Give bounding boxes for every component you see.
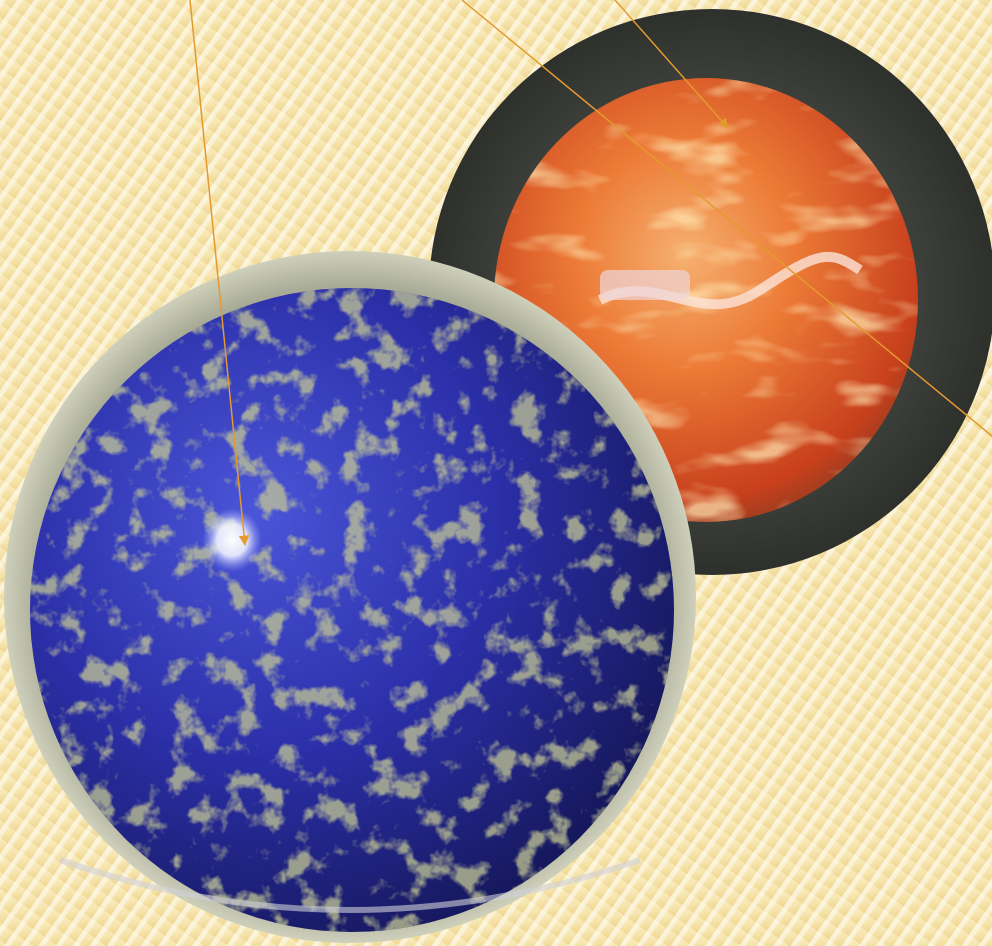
arrow xyxy=(614,0,729,129)
blue-sphere-image xyxy=(4,251,696,943)
arrow xyxy=(189,0,250,547)
line xyxy=(461,0,992,437)
pointer-lines xyxy=(189,0,992,547)
